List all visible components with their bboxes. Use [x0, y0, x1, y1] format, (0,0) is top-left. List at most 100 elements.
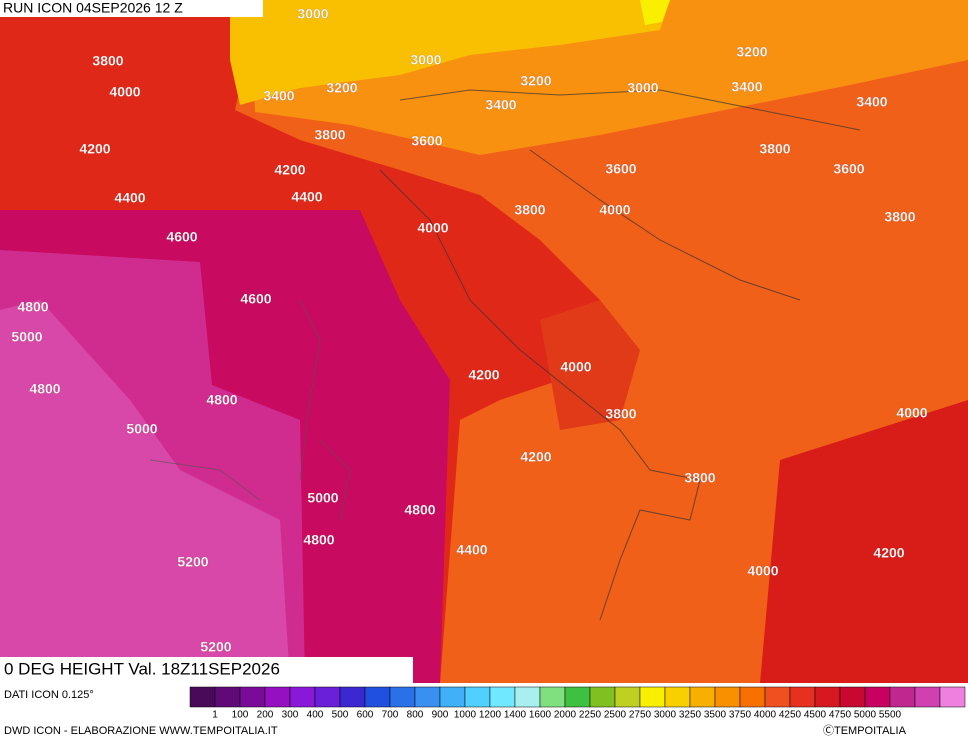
legend-label: 900 [432, 710, 449, 721]
legend-label: 5500 [879, 710, 902, 721]
contour-label: 5200 [177, 554, 208, 570]
legend-swatch [264, 686, 291, 708]
contour-label: 4600 [166, 229, 197, 245]
contour-label: 3400 [485, 97, 516, 113]
legend-swatch [614, 686, 641, 708]
contour-label: 4400 [291, 189, 322, 205]
legend-label: 600 [357, 710, 374, 721]
legend-label: 2000 [554, 710, 577, 721]
contour-label: 4800 [404, 502, 435, 518]
contour-label: 4800 [206, 392, 237, 408]
legend-label: 300 [282, 710, 299, 721]
contour-label: 4000 [417, 220, 448, 236]
contour-label: 3000 [627, 80, 658, 96]
legend-label: 800 [407, 710, 424, 721]
legend-swatch [339, 686, 366, 708]
legend-swatch [689, 686, 716, 708]
contour-label: 3800 [684, 470, 715, 486]
legend-swatch [489, 686, 516, 708]
legend-swatch [464, 686, 491, 708]
legend-label: 2500 [604, 710, 627, 721]
contour-label: 3000 [297, 6, 328, 22]
copyright: ⒸTEMPOITALIA [823, 724, 907, 737]
contour-label: 4800 [17, 299, 48, 315]
title-box [0, 657, 413, 683]
contour-label: 4000 [747, 563, 778, 579]
contour-label: 3800 [884, 209, 915, 225]
legend-swatch [239, 686, 266, 708]
legend-label: 500 [332, 710, 349, 721]
legend-swatch [439, 686, 466, 708]
legend-label: 4500 [804, 710, 827, 721]
contour-label: 3800 [92, 53, 123, 69]
legend-label: 3750 [729, 710, 752, 721]
contour-label: 4800 [303, 532, 334, 548]
legend-swatch [939, 686, 966, 708]
legend-swatch [664, 686, 691, 708]
contour-label: 5000 [126, 421, 157, 437]
legend-swatch [914, 686, 941, 708]
legend-label: 200 [257, 710, 274, 721]
legend-swatch [789, 686, 816, 708]
contour-label: 4400 [456, 542, 487, 558]
contour-label: 3600 [833, 161, 864, 177]
contour-label: 5000 [307, 490, 338, 506]
contour-label: 3000 [410, 52, 441, 68]
contour-label: 4400 [114, 190, 145, 206]
contour-label: 3400 [856, 94, 887, 110]
contour-label: 3200 [736, 44, 767, 60]
legend-label: 400 [307, 710, 324, 721]
legend-label: 4000 [754, 710, 777, 721]
legend-label: 4750 [829, 710, 852, 721]
legend-label: 2750 [629, 710, 652, 721]
legend-swatch [839, 686, 866, 708]
contour-label: 3200 [326, 80, 357, 96]
contour-label: 3800 [759, 141, 790, 157]
legend-label: 100 [232, 710, 249, 721]
legend-swatch [414, 686, 441, 708]
legend-swatch [389, 686, 416, 708]
contour-label: 3800 [605, 406, 636, 422]
contour-label: 3800 [514, 202, 545, 218]
map-fill [0, 0, 968, 683]
legend-swatch [639, 686, 666, 708]
contour-label: 4000 [560, 359, 591, 375]
legend-swatch [289, 686, 316, 708]
legend-swatch [189, 686, 216, 708]
contour-label: 4200 [520, 449, 551, 465]
contour-label: 5200 [200, 639, 231, 655]
contour-label: 3200 [520, 73, 551, 89]
contour-label: 4600 [240, 291, 271, 307]
header-box [0, 0, 263, 17]
contour-label: 3400 [731, 79, 762, 95]
legend-swatch [714, 686, 741, 708]
contour-label: 4200 [873, 545, 904, 561]
credit: DWD ICON - ELABORAZIONE WWW.TEMPOITALIA.… [4, 725, 278, 737]
contour-label: 4200 [79, 141, 110, 157]
legend-label: 3500 [704, 710, 727, 721]
legend-swatch [564, 686, 591, 708]
contour-label: 4200 [274, 162, 305, 178]
legend-label: 700 [382, 710, 399, 721]
map-title: 0 DEG HEIGHT Val. 18Z11SEP2026 [4, 659, 280, 678]
contour-label: 4200 [468, 367, 499, 383]
legend-label: 1600 [529, 710, 552, 721]
legend-swatch [514, 686, 541, 708]
legend-swatch [364, 686, 391, 708]
legend-swatch [814, 686, 841, 708]
contour-label: 4000 [109, 84, 140, 100]
contour-label: 4800 [29, 381, 60, 397]
legend-label: 3000 [654, 710, 677, 721]
legend-swatch [214, 686, 241, 708]
legend-label: 1 [212, 710, 218, 721]
legend-swatch [739, 686, 766, 708]
legend-label: 1000 [454, 710, 477, 721]
legend-label: 1200 [479, 710, 502, 721]
legend-swatch [764, 686, 791, 708]
legend-swatch [539, 686, 566, 708]
contour-label: 4000 [896, 405, 927, 421]
legend-label: 2250 [579, 710, 602, 721]
legend-label: 5000 [854, 710, 877, 721]
